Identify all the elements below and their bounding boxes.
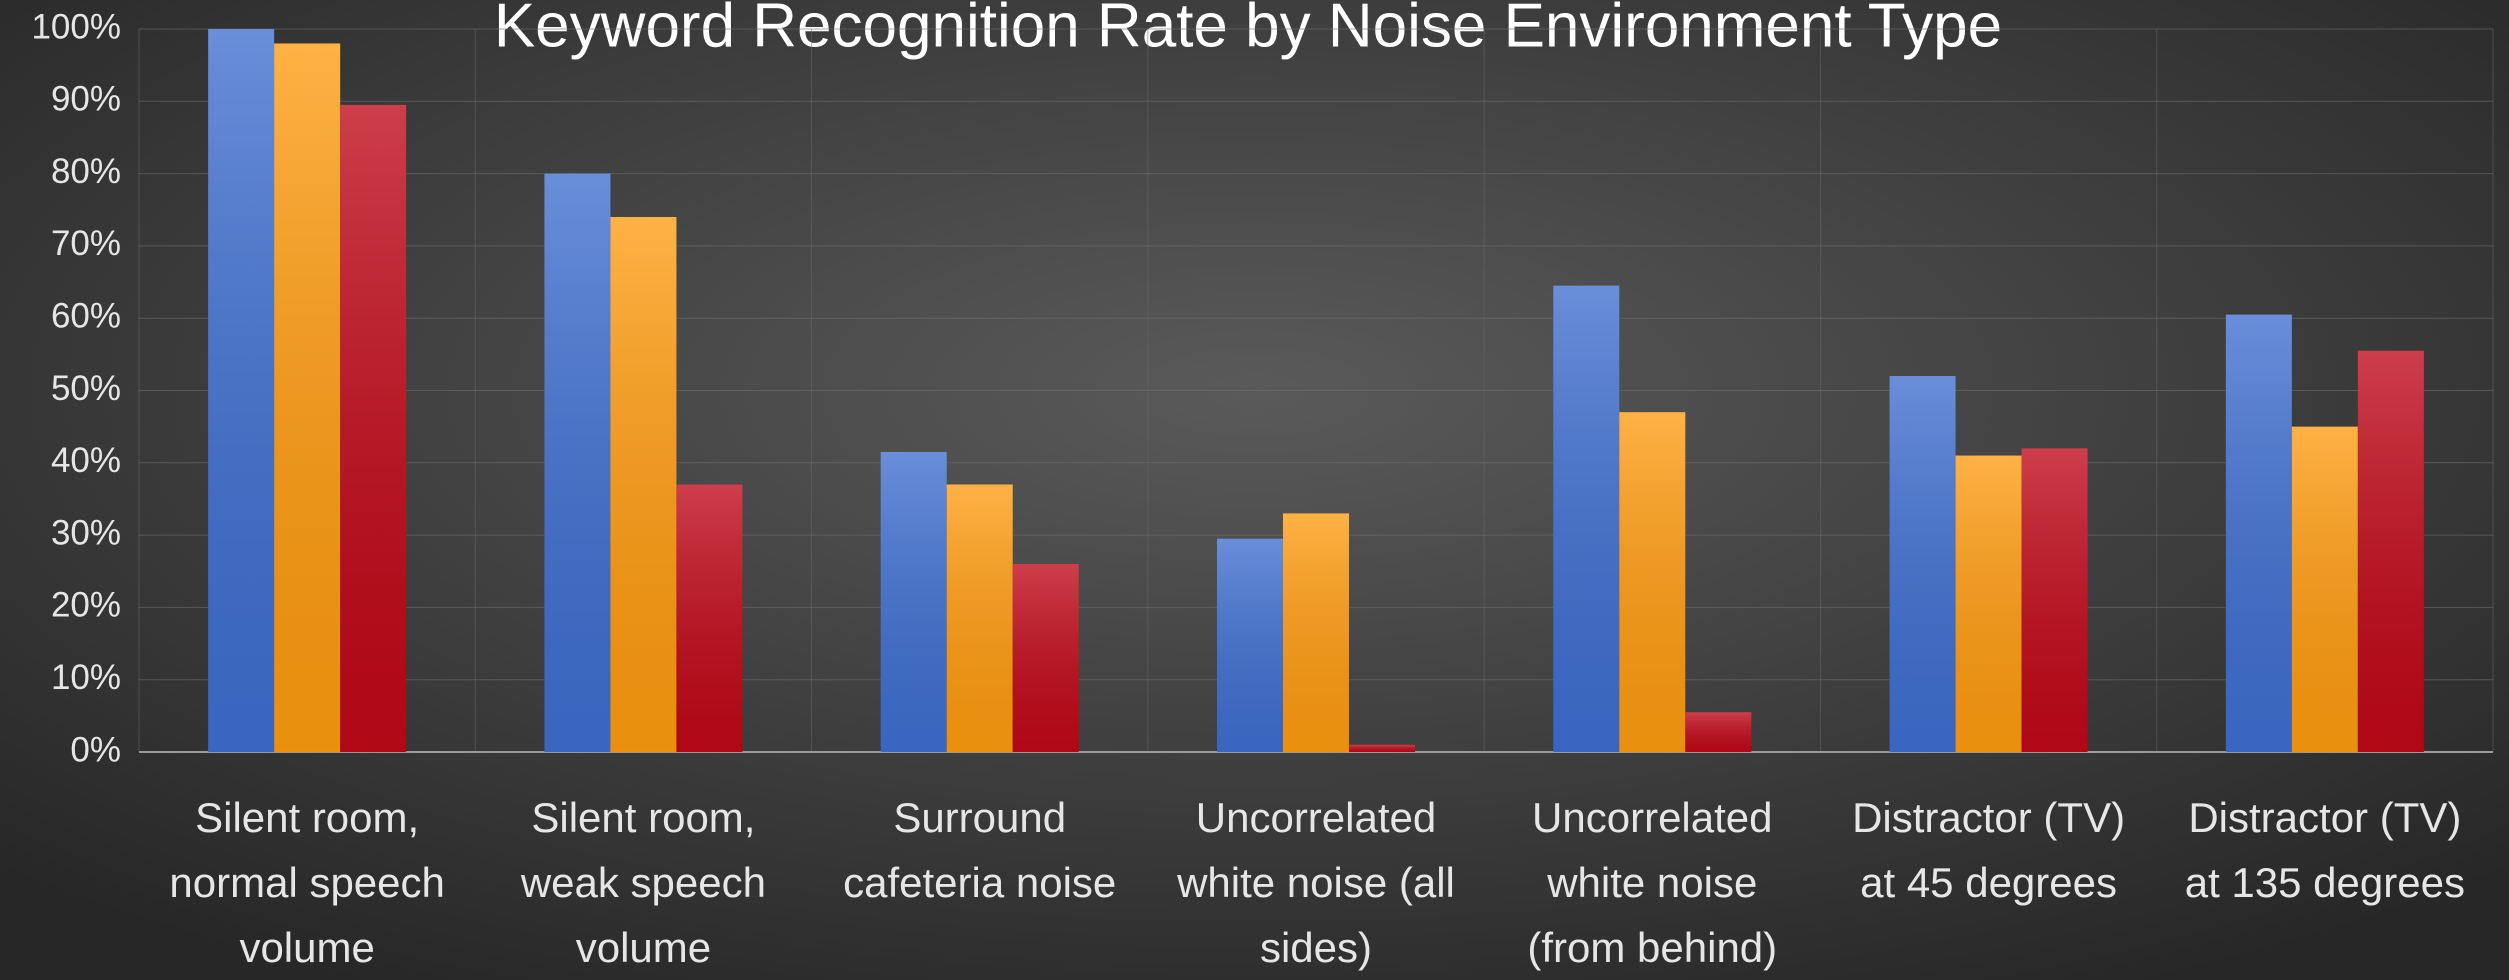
- x-tick-label: Silent room, normal speech volume: [169, 794, 444, 971]
- x-tick-label-line: Uncorrelated: [1532, 794, 1772, 841]
- bar-shade: [544, 173, 611, 753]
- bar-shade: [610, 216, 677, 753]
- y-tick-label: 0%: [70, 730, 121, 769]
- x-tick-label-line: weak speech: [520, 859, 766, 906]
- bar-shade: [340, 104, 407, 753]
- x-tick-label-line: Distractor (TV): [1852, 794, 2125, 841]
- bar-shade: [208, 29, 275, 752]
- bar-shade: [1619, 412, 1686, 752]
- x-tick-label-line: (from behind): [1527, 924, 1777, 971]
- y-tick-label: 40%: [51, 441, 121, 480]
- x-tick-label-line: Silent room,: [531, 794, 755, 841]
- x-tick-label-line: volume: [576, 924, 711, 971]
- x-tick-label-line: white noise (all: [1176, 859, 1455, 906]
- y-tick-label: 10%: [51, 658, 121, 697]
- bar-shade: [274, 43, 341, 752]
- x-tick-label-line: Surround: [893, 794, 1066, 841]
- bar-shade: [1217, 538, 1283, 752]
- bar-shade: [2357, 350, 2424, 752]
- bar-shade: [946, 484, 1013, 752]
- x-tick-label: Silent room, weak speech volume: [520, 794, 766, 971]
- y-tick-label: 30%: [51, 513, 121, 552]
- x-tick-label-line: Distractor (TV): [2188, 794, 2461, 841]
- y-tick-label: 20%: [51, 586, 121, 625]
- y-tick-label: 60%: [51, 296, 121, 335]
- x-tick-label: Distractor (TV) at 45 degrees: [1852, 794, 2125, 906]
- x-tick-label-line: Silent room,: [195, 794, 419, 841]
- bar-shade: [1685, 712, 1752, 752]
- x-tick-label-line: sides): [1260, 924, 1372, 971]
- x-tick-label: Uncorrelated white noise (all sides): [1176, 794, 1455, 971]
- bar-shade: [2021, 448, 2088, 752]
- x-tick-label-line: normal speech: [169, 859, 444, 906]
- x-tick-label-line: white noise: [1546, 859, 1757, 906]
- bar-shade: [1349, 744, 1415, 752]
- y-tick-label: 80%: [51, 152, 121, 191]
- x-tick-label: Uncorrelated white noise (from behind): [1527, 794, 1777, 971]
- x-tick-label-line: Uncorrelated: [1196, 794, 1436, 841]
- bar-shade: [1955, 455, 2022, 752]
- y-tick-label: 90%: [51, 80, 121, 119]
- x-tick-label: Distractor (TV) at 135 degrees: [2185, 794, 2465, 906]
- bar-shade: [1889, 376, 1956, 752]
- bar-shade: [1283, 513, 1349, 752]
- y-tick-label: 70%: [51, 224, 121, 263]
- bar-shade: [1553, 285, 1620, 752]
- x-tick-label-line: cafeteria noise: [843, 859, 1116, 906]
- y-tick-label: 100%: [31, 7, 121, 46]
- bar-shade: [880, 451, 947, 752]
- bar-shade: [1012, 564, 1079, 752]
- x-tick-label: Surround cafeteria noise: [843, 794, 1116, 906]
- bar-shade: [676, 484, 743, 752]
- bar-shade: [2225, 314, 2292, 752]
- x-tick-label-line: volume: [239, 924, 374, 971]
- x-tick-label-line: at 45 degrees: [1860, 859, 2117, 906]
- x-tick-label-line: at 135 degrees: [2185, 859, 2465, 906]
- chart-title: Keyword Recognition Rate by Noise Enviro…: [494, 0, 2002, 60]
- y-tick-label: 50%: [51, 369, 121, 408]
- bar-shade: [2291, 426, 2358, 752]
